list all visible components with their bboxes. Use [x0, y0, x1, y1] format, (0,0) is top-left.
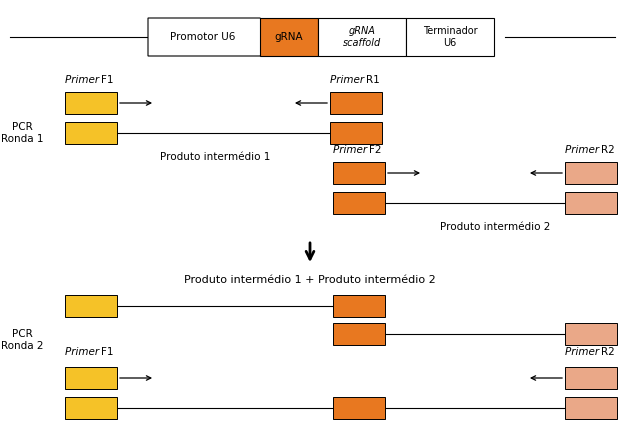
Bar — [406, 18, 494, 56]
Bar — [260, 18, 318, 56]
Text: Primer: Primer — [565, 145, 602, 155]
Text: Primer: Primer — [565, 347, 602, 357]
Text: Primer: Primer — [65, 75, 102, 85]
Text: Produto intermédio 1: Produto intermédio 1 — [160, 152, 270, 162]
Text: Produto intermédio 1 + Produto intermédio 2: Produto intermédio 1 + Produto intermédi… — [184, 275, 436, 285]
Bar — [65, 397, 117, 419]
Text: F2: F2 — [369, 145, 381, 155]
Text: gRNA
scaffold: gRNA scaffold — [343, 26, 381, 48]
Text: R2: R2 — [601, 347, 615, 357]
Bar — [330, 122, 382, 144]
Bar — [333, 192, 385, 214]
Text: Primer: Primer — [330, 75, 367, 85]
Bar — [333, 397, 385, 419]
Bar — [333, 295, 385, 317]
Bar — [333, 162, 385, 184]
Text: F1: F1 — [101, 75, 114, 85]
Text: Produto intermédio 2: Produto intermédio 2 — [440, 222, 550, 232]
Text: Promotor U6: Promotor U6 — [170, 32, 236, 42]
Bar — [565, 367, 617, 389]
Bar — [565, 162, 617, 184]
Text: F1: F1 — [101, 347, 114, 357]
Bar — [65, 122, 117, 144]
Text: R1: R1 — [366, 75, 380, 85]
Bar — [565, 397, 617, 419]
Bar — [565, 192, 617, 214]
Polygon shape — [148, 18, 278, 56]
Bar — [318, 18, 406, 56]
Text: Primer: Primer — [65, 347, 102, 357]
Bar — [65, 92, 117, 114]
Bar — [330, 92, 382, 114]
Text: Primer: Primer — [333, 145, 371, 155]
Bar — [65, 367, 117, 389]
Bar — [65, 295, 117, 317]
Text: Terminador
U6: Terminador U6 — [422, 26, 478, 48]
Text: PCR
Ronda 1: PCR Ronda 1 — [1, 122, 43, 144]
Text: R2: R2 — [601, 145, 615, 155]
Bar — [333, 323, 385, 345]
Bar — [565, 323, 617, 345]
Text: PCR
Ronda 2: PCR Ronda 2 — [1, 329, 43, 351]
Text: gRNA: gRNA — [275, 32, 303, 42]
